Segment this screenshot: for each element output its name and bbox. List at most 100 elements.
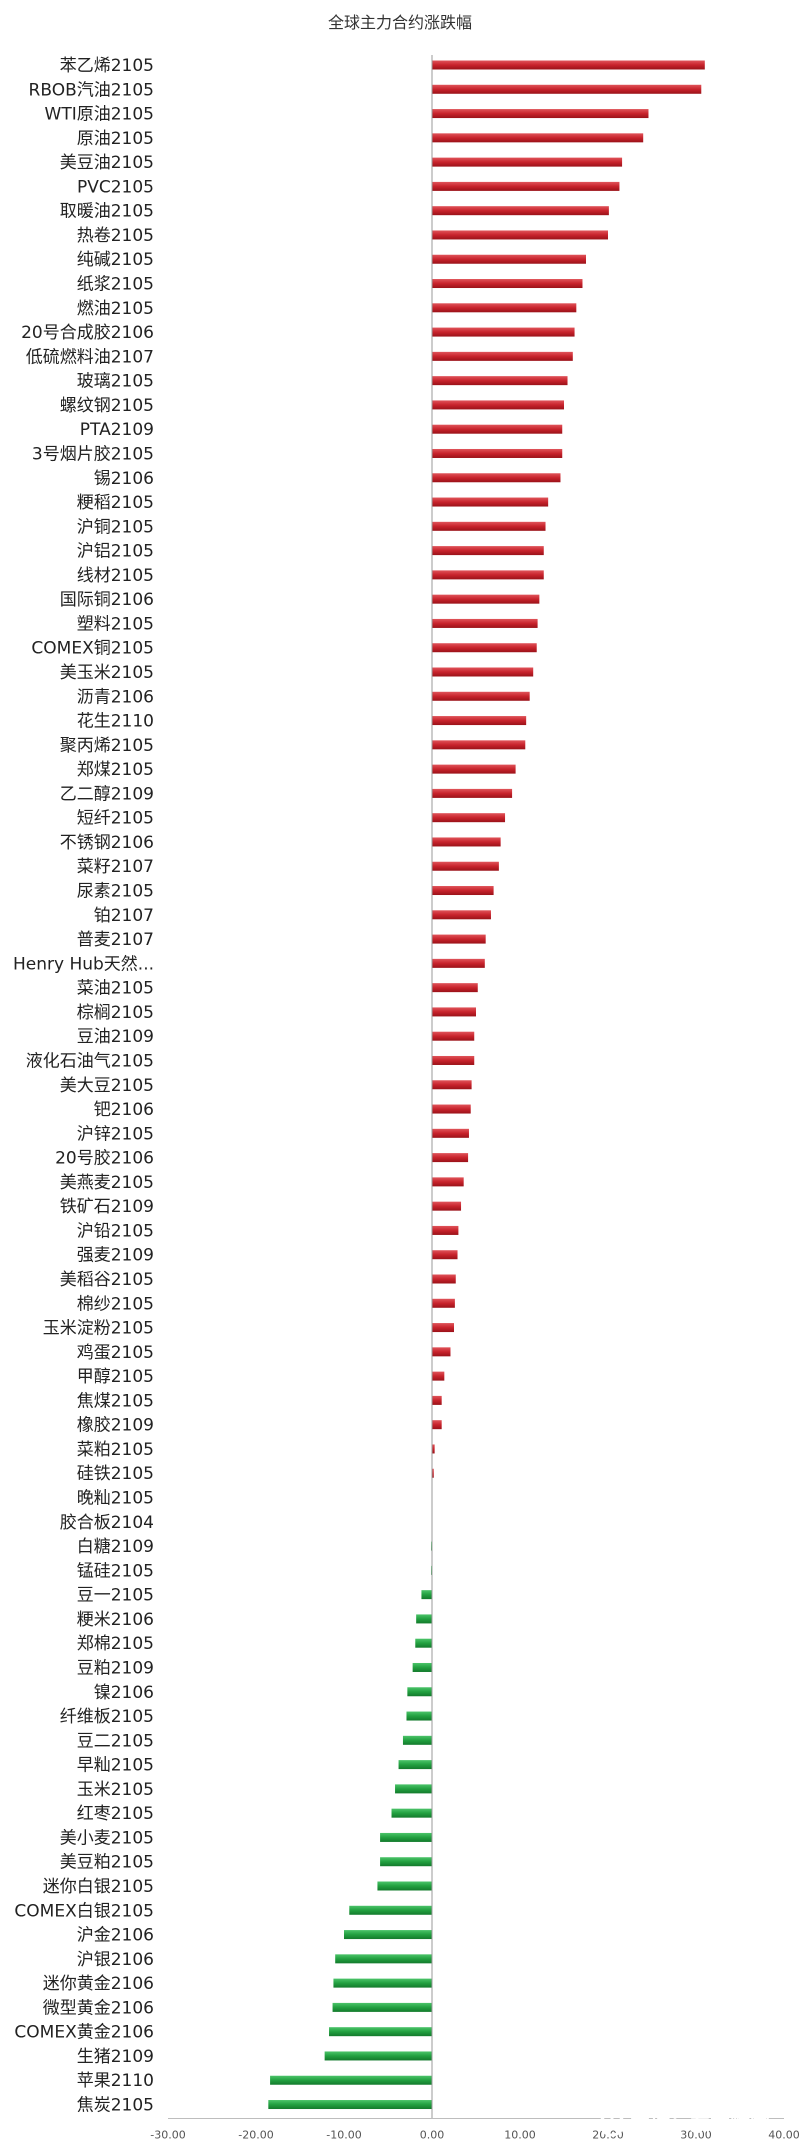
- category-label: 沥青2106: [77, 687, 154, 707]
- bar: [380, 1832, 432, 1842]
- category-label: 豆油2109: [77, 1027, 154, 1047]
- category-label: 花生2110: [77, 712, 154, 732]
- bar: [432, 1104, 471, 1114]
- bar: [432, 230, 608, 240]
- bar: [432, 910, 491, 920]
- category-label: 甲醇2105: [77, 1367, 154, 1387]
- bar: [432, 667, 534, 677]
- category-label: 不锈钢2106: [60, 833, 154, 853]
- category-label: 生猪2109: [77, 2047, 154, 2067]
- category-label: 聚丙烯2105: [60, 736, 154, 756]
- bar: [432, 934, 486, 944]
- bar: [432, 327, 575, 337]
- bar: [333, 1978, 432, 1988]
- x-tick-label: 40.00: [768, 2129, 800, 2142]
- category-label: 玉米淀粉2105: [43, 1319, 154, 1339]
- x-tick-label: -10.00: [326, 2129, 361, 2142]
- bar: [432, 813, 506, 823]
- bar: [432, 1444, 435, 1454]
- bar: [432, 376, 568, 386]
- bar: [329, 2027, 432, 2037]
- category-label: 20号合成胶2106: [21, 323, 154, 343]
- bar: [432, 206, 609, 216]
- category-label: 焦煤2105: [77, 1391, 154, 1411]
- category-label: 菜油2105: [77, 979, 154, 999]
- category-label: 菜籽2107: [77, 857, 154, 877]
- category-label: 苹果2110: [77, 2071, 154, 2091]
- category-label: 镍2106: [94, 1683, 154, 1703]
- bar: [432, 1007, 476, 1017]
- category-label: 线材2105: [77, 566, 154, 586]
- watermark-text: 雪球：东方财富: [630, 2112, 770, 2136]
- category-label: 热卷2105: [77, 226, 154, 246]
- category-label: COMEX铜2105: [31, 639, 154, 659]
- bars-layer: [268, 60, 705, 2110]
- category-label: 焦炭2105: [77, 2096, 154, 2116]
- bar: [432, 1201, 462, 1211]
- bar: [432, 1080, 472, 1090]
- bar: [432, 473, 561, 483]
- category-label: 迷你黄金2106: [43, 1974, 154, 1994]
- bar: [377, 1881, 432, 1891]
- bar: [432, 84, 702, 94]
- bar: [412, 1662, 432, 1672]
- category-label: 晚籼2105: [77, 1489, 154, 1509]
- category-label: 沪铅2105: [77, 1221, 154, 1241]
- category-label: 棕榈2105: [77, 1003, 154, 1023]
- category-label: 美小麦2105: [60, 1828, 154, 1848]
- bar: [402, 1735, 432, 1745]
- bar: [432, 424, 563, 434]
- category-label: 纸浆2105: [77, 275, 154, 295]
- bar: [335, 1954, 432, 1964]
- bar: [432, 570, 544, 580]
- category-label: WTI原油2105: [45, 105, 154, 125]
- category-label: 微型黄金2106: [43, 1998, 154, 2018]
- bar: [432, 1468, 434, 1478]
- category-label: 苯乙烯2105: [60, 56, 154, 76]
- category-label: 红枣2105: [77, 1804, 154, 1824]
- bar: [432, 303, 577, 313]
- bar: [432, 1128, 469, 1138]
- category-label: 20号胶2106: [55, 1149, 154, 1169]
- category-label: 强麦2109: [77, 1246, 154, 1266]
- bar: [432, 1371, 445, 1381]
- x-tick-label: 0.00: [420, 2129, 445, 2142]
- watermark: 雪球：东方财富: [599, 2111, 770, 2137]
- bar: [432, 1225, 459, 1235]
- chart-title: 全球主力合约涨跌幅: [328, 13, 472, 32]
- bar: [407, 1687, 432, 1697]
- bar: [406, 1711, 432, 1721]
- category-label: 塑料2105: [77, 614, 154, 634]
- category-label: 燃油2105: [77, 299, 154, 319]
- bar: [324, 2051, 432, 2061]
- category-label: Henry Hub天然...: [13, 954, 154, 974]
- bar: [432, 861, 499, 871]
- category-label: 美大豆2105: [60, 1076, 154, 1096]
- category-label: 郑煤2105: [77, 760, 154, 780]
- category-label: 取暖油2105: [60, 202, 154, 222]
- bar: [268, 2100, 432, 2110]
- bar: [432, 521, 546, 531]
- category-label: 锡2106: [94, 469, 154, 489]
- bar: [432, 1031, 475, 1041]
- category-label: 棉纱2105: [77, 1294, 154, 1314]
- x-tick-labels-layer: -30.00 -20.00 -10.00 0.00 10.00 20.00 30.00 40.…: [150, 2129, 799, 2142]
- category-label: PTA2109: [80, 420, 154, 440]
- category-label: 锰硅2105: [77, 1561, 154, 1581]
- category-label: 豆一2105: [77, 1586, 154, 1606]
- x-tick-label: 10.00: [504, 2129, 536, 2142]
- snowball-icon: [599, 2111, 625, 2137]
- category-label: 3号烟片胶2105: [32, 444, 154, 464]
- category-label: 玉米2105: [77, 1780, 154, 1800]
- bar: [349, 1905, 432, 1915]
- category-label: 美燕麦2105: [60, 1173, 154, 1193]
- category-label: 纯碱2105: [77, 250, 154, 270]
- bar: [432, 254, 586, 264]
- category-label: 螺纹钢2105: [60, 396, 154, 416]
- bar: [432, 351, 573, 361]
- category-label: 沪铝2105: [77, 542, 154, 562]
- bar: [432, 157, 623, 167]
- bar: [432, 886, 494, 896]
- category-label: 美玉米2105: [60, 663, 154, 683]
